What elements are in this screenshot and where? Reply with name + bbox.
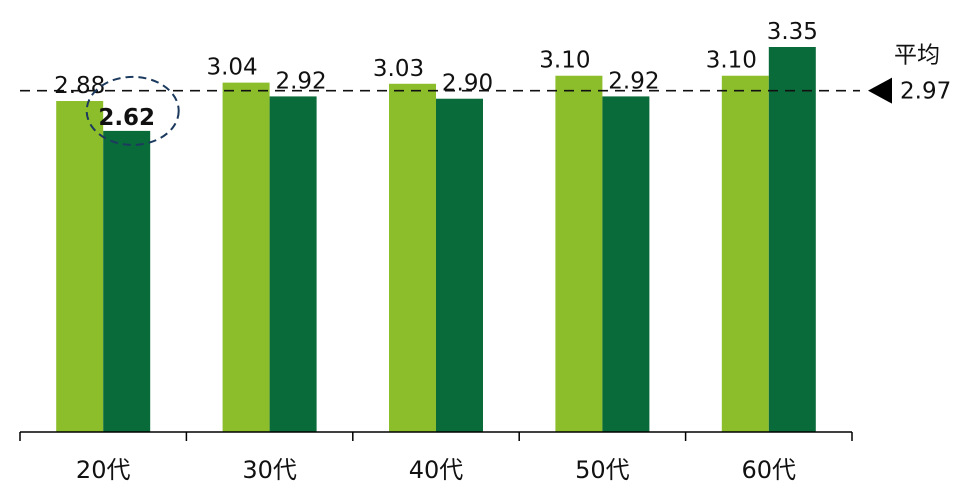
x-tick-label-50代: 50代 [575,456,630,484]
value-label-20代-series-2: 2.62 [98,105,155,131]
bar-50代-series-1 [555,75,603,432]
x-tick-label-60代: 60代 [742,456,797,484]
value-label-20代-series-1: 2.88 [54,73,105,99]
average-triangle-icon [868,77,892,104]
highlight-ring [85,75,180,146]
bar-60代-series-2 [768,47,816,432]
x-tick-label-20代: 20代 [76,456,131,484]
value-label-40代-series-1: 3.03 [373,56,424,82]
average-label: 平均 [894,43,940,69]
bar-30代-series-2 [269,96,317,432]
bar-60代-series-1 [721,75,769,432]
bar-20代-series-1 [56,101,104,432]
bar-50代-series-2 [602,96,650,432]
bar-30代-series-1 [222,82,270,433]
bars-layer [56,47,816,433]
value-label-40代-series-2: 2.90 [442,71,493,97]
bar-40代-series-1 [389,83,436,432]
bar-40代-series-2 [436,98,483,432]
x-tick-label-30代: 30代 [242,456,297,484]
bar-20代-series-2 [103,130,151,433]
x-axis: 20代 30代 40代 50代 60代 [19,431,853,484]
average-value: 2.97 [900,79,951,105]
value-label-50代-series-1: 3.10 [539,48,590,74]
value-label-30代-series-1: 3.04 [206,55,257,81]
value-label-60代-series-2: 3.35 [767,19,818,45]
x-tick-label-40代: 40代 [409,456,464,484]
value-label-60代-series-1: 3.10 [706,48,757,74]
